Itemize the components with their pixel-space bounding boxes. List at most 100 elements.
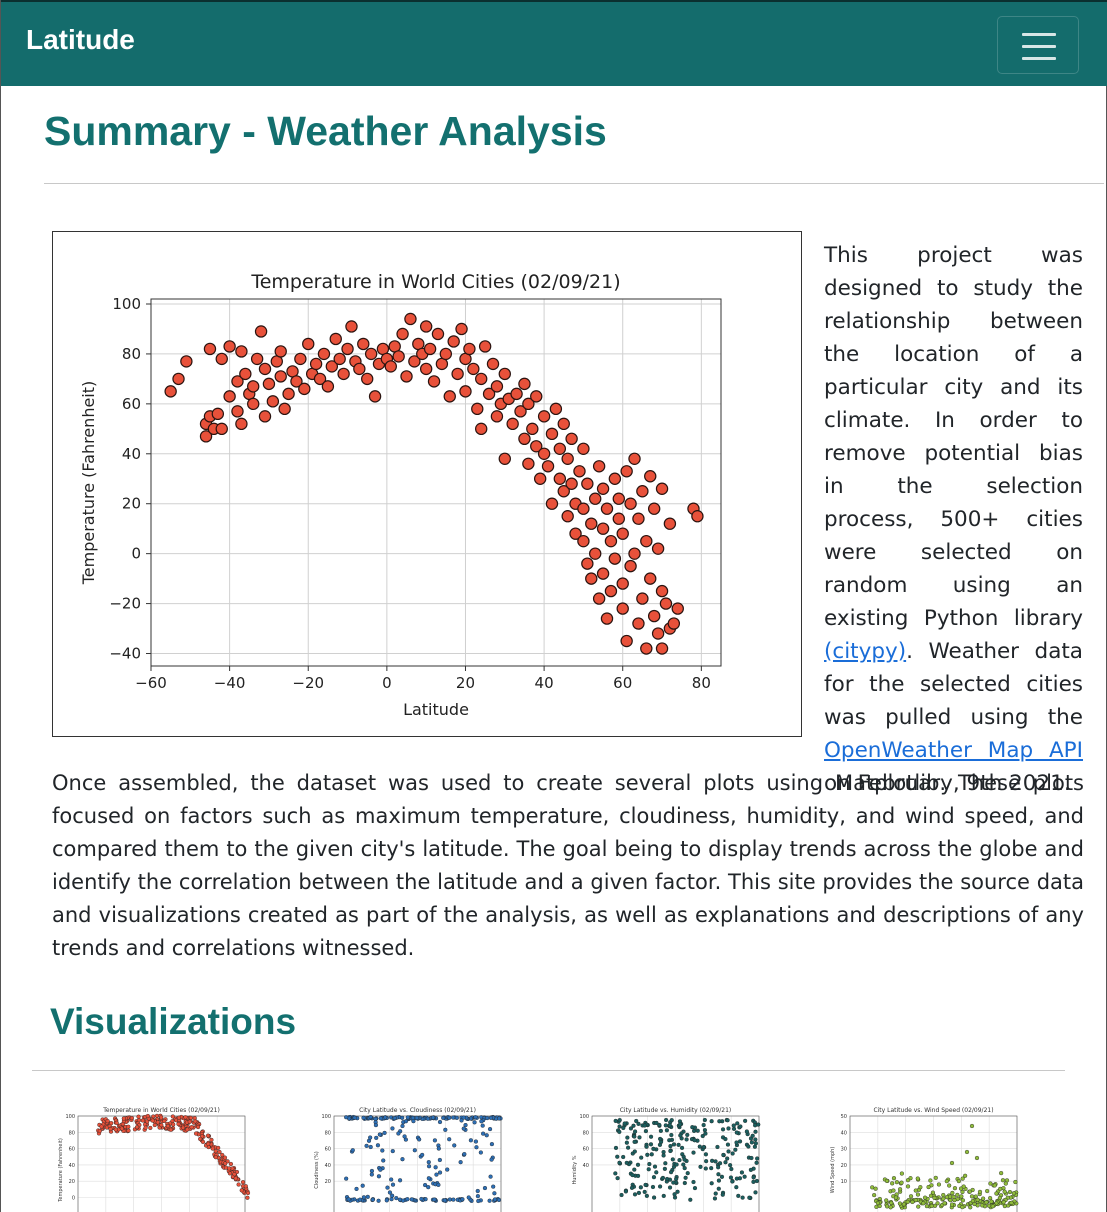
data-point bbox=[432, 1197, 437, 1202]
data-point bbox=[337, 367, 350, 381]
y-tick-label: 60 bbox=[325, 1147, 331, 1153]
data-point bbox=[744, 1129, 749, 1134]
data-point bbox=[616, 602, 629, 615]
data-point bbox=[1007, 1189, 1013, 1195]
data-point bbox=[644, 572, 657, 585]
data-point bbox=[997, 1195, 1002, 1201]
data-point bbox=[905, 1199, 910, 1204]
y-axis-label: Cloudiness (%) bbox=[314, 1151, 320, 1188]
data-point bbox=[697, 1144, 702, 1149]
data-point bbox=[692, 1186, 698, 1191]
data-point bbox=[463, 1122, 468, 1128]
data-point bbox=[648, 1134, 654, 1139]
thumb-temperature[interactable]: Temperature in World Cities (02/09/21) 10… bbox=[53, 1100, 273, 1212]
data-point bbox=[916, 1204, 921, 1209]
data-point bbox=[924, 1204, 930, 1209]
visualizations-divider bbox=[32, 1070, 1065, 1071]
intro-text-middle: . Weather data for the selected cities w… bbox=[824, 639, 1083, 730]
data-point bbox=[746, 1144, 751, 1149]
data-point bbox=[223, 1161, 228, 1166]
data-point bbox=[213, 1149, 218, 1154]
data-point bbox=[215, 352, 228, 366]
data-point bbox=[730, 1179, 735, 1184]
citypy-link[interactable]: (citypy) bbox=[824, 639, 907, 664]
openweather-api-link[interactable]: OpenWeather Map API bbox=[824, 738, 1083, 763]
data-point bbox=[381, 1158, 386, 1163]
data-point bbox=[617, 1124, 622, 1129]
thumb-humidity[interactable]: City Latitude vs. Humidity (02/09/21) 100… bbox=[567, 1100, 787, 1212]
data-point bbox=[685, 1132, 690, 1138]
data-point bbox=[596, 567, 610, 580]
data-point bbox=[573, 465, 586, 478]
data-point bbox=[632, 1139, 637, 1144]
data-point bbox=[514, 405, 527, 418]
data-point bbox=[677, 1157, 682, 1163]
data-point bbox=[661, 1193, 666, 1199]
data-point bbox=[454, 1115, 459, 1120]
data-point bbox=[155, 1120, 160, 1125]
data-point bbox=[461, 1126, 466, 1131]
data-point bbox=[136, 1118, 142, 1123]
data-point bbox=[647, 609, 661, 623]
data-point bbox=[617, 1118, 622, 1123]
data-point bbox=[933, 1175, 938, 1180]
navbar: Latitude bbox=[1, 0, 1107, 86]
x-tick-label: 80 bbox=[692, 674, 711, 692]
brand-link[interactable]: Latitude bbox=[26, 24, 135, 55]
data-point bbox=[613, 1171, 618, 1176]
data-point bbox=[445, 1167, 450, 1172]
data-point bbox=[719, 1174, 725, 1179]
x-tick-label: −60 bbox=[135, 674, 167, 692]
data-point bbox=[170, 1114, 175, 1119]
data-point bbox=[948, 1194, 953, 1199]
data-point bbox=[357, 337, 370, 351]
y-tick-label: 80 bbox=[583, 1130, 589, 1136]
data-point bbox=[884, 1198, 889, 1203]
data-point bbox=[368, 1114, 373, 1120]
data-point bbox=[344, 1176, 349, 1181]
data-point bbox=[473, 1115, 478, 1120]
data-point bbox=[632, 1129, 638, 1134]
data-point bbox=[374, 1135, 379, 1140]
data-point bbox=[378, 1116, 383, 1121]
data-point bbox=[636, 485, 649, 498]
data-point bbox=[640, 642, 653, 655]
thumb-wind-speed[interactable]: City Latitude vs. Wind Speed (02/09/21) 5… bbox=[825, 1100, 1045, 1212]
data-point bbox=[617, 1129, 622, 1134]
data-point bbox=[254, 325, 268, 338]
data-point bbox=[472, 1120, 477, 1125]
data-point bbox=[1003, 1181, 1008, 1186]
data-point bbox=[608, 552, 622, 565]
data-point bbox=[616, 577, 629, 590]
data-point bbox=[657, 1184, 663, 1189]
data-point bbox=[643, 1182, 648, 1187]
data-point bbox=[126, 1128, 131, 1133]
navbar-toggle-button[interactable] bbox=[997, 16, 1079, 74]
data-point bbox=[647, 502, 661, 515]
data-point bbox=[612, 492, 625, 505]
y-tick-label: 80 bbox=[69, 1130, 75, 1136]
data-point bbox=[658, 1136, 663, 1142]
data-point bbox=[484, 1133, 489, 1138]
data-point bbox=[463, 342, 476, 356]
data-point bbox=[672, 1192, 677, 1197]
data-point bbox=[723, 1136, 728, 1142]
data-point bbox=[518, 377, 531, 391]
data-point bbox=[668, 1148, 673, 1154]
data-point bbox=[947, 1183, 952, 1188]
data-point bbox=[223, 340, 236, 353]
data-point bbox=[486, 357, 500, 371]
data-point bbox=[889, 1200, 894, 1205]
data-point bbox=[451, 1197, 456, 1202]
data-point bbox=[530, 440, 543, 453]
data-point bbox=[506, 417, 519, 431]
data-point bbox=[980, 1203, 985, 1208]
data-point bbox=[134, 1125, 140, 1130]
data-point bbox=[615, 1154, 620, 1159]
data-point bbox=[390, 1182, 396, 1187]
data-point bbox=[420, 1152, 425, 1158]
data-point bbox=[678, 1133, 683, 1138]
thumb-cloudiness[interactable]: City Latitude vs. Cloudiness (02/09/21) 1… bbox=[309, 1100, 529, 1212]
data-point bbox=[482, 1185, 488, 1191]
data-point bbox=[657, 1122, 662, 1128]
